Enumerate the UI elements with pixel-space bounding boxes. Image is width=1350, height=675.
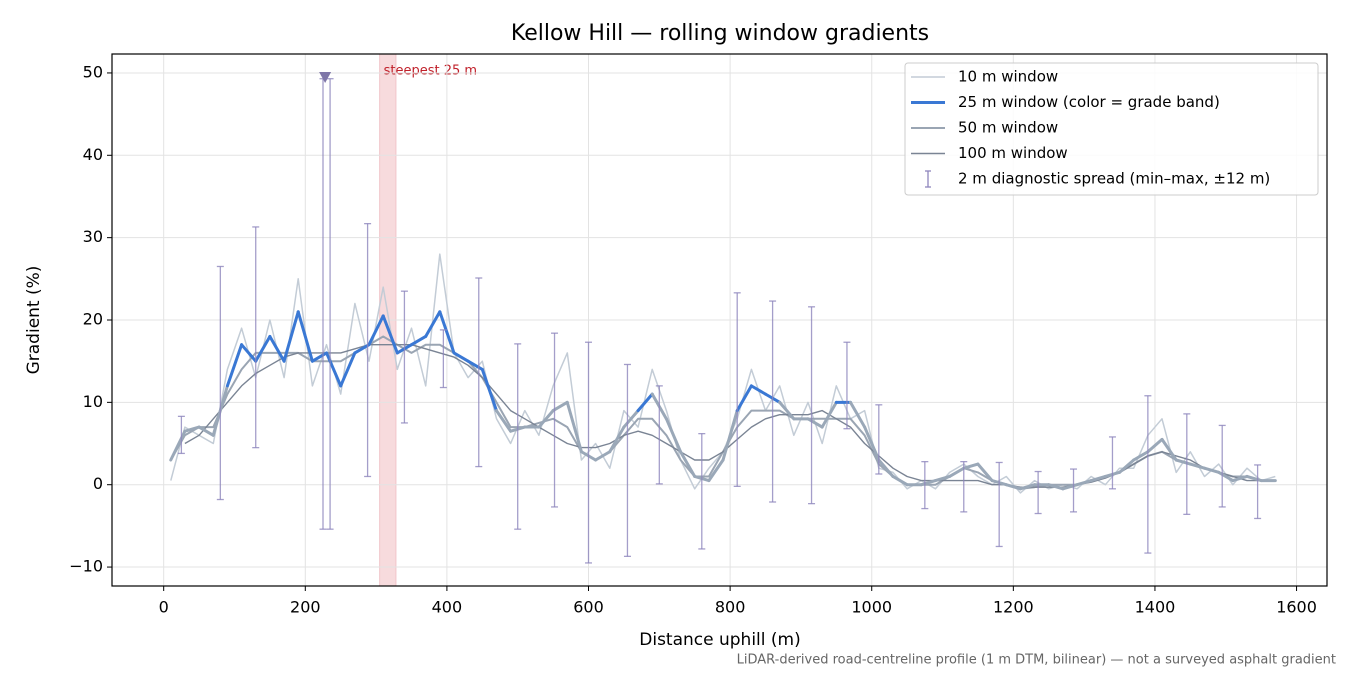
series-segment (381, 314, 399, 355)
series-segment (339, 351, 357, 388)
x-tick-label: 1400 (1135, 598, 1176, 617)
series-segment (664, 417, 683, 454)
series-segment (565, 400, 583, 454)
series-segment (1245, 474, 1263, 483)
footnote: LiDAR-derived road-centreline profile (1… (737, 653, 1336, 668)
series-segment (707, 458, 725, 483)
series-segment (721, 409, 739, 462)
x-axis-label: Distance uphill (m) (639, 630, 800, 650)
series-segment (806, 417, 824, 429)
series-segment (1061, 483, 1079, 491)
series-segment (877, 458, 895, 478)
series-segment (268, 334, 286, 363)
series-segment (240, 343, 258, 363)
series-segment (919, 479, 937, 487)
series-segment (1188, 462, 1207, 470)
series-segment (296, 310, 314, 363)
legend-label: 50 m window (958, 119, 1058, 137)
series-segment (622, 409, 640, 429)
series-segment (679, 450, 697, 478)
series-segment (749, 384, 768, 396)
series-segment (183, 425, 201, 433)
x-tick-label: 400 (432, 598, 463, 617)
series-segment (353, 343, 371, 355)
series-segment (1203, 466, 1221, 474)
y-tick-label: −10 (69, 557, 103, 576)
series-segment (1174, 458, 1192, 466)
legend-label: 25 m window (color = grade band) (958, 93, 1220, 111)
series-segment (735, 384, 753, 413)
x-tick-label: 800 (715, 598, 746, 617)
series-segment (225, 343, 244, 388)
series-segment (494, 409, 513, 433)
highlight-label: steepest 25 m (384, 64, 477, 79)
x-tick-label: 0 (159, 598, 169, 617)
series-segment (1146, 437, 1164, 454)
series-segment (169, 429, 187, 462)
series-segment (1047, 483, 1065, 491)
series-segment (863, 425, 881, 462)
series-segment (976, 462, 994, 483)
legend-label: 100 m window (958, 144, 1068, 162)
x-tick-label: 1000 (851, 598, 892, 617)
series-segment (891, 474, 909, 487)
series-segment (1132, 450, 1150, 462)
series-segment (282, 310, 300, 363)
series-segment (325, 351, 343, 388)
chart-title: Kellow Hill — rolling window gradients (511, 21, 929, 46)
series-segment (537, 409, 555, 429)
series-segment (848, 400, 867, 429)
series-segment (1217, 470, 1235, 483)
series-segment (466, 359, 484, 371)
x-tick-label: 1600 (1276, 598, 1317, 617)
series-segment (254, 334, 272, 363)
legend-label: 10 m window (958, 68, 1058, 86)
series-segment (410, 334, 428, 347)
y-tick-label: 20 (83, 310, 103, 329)
series-segment (480, 367, 498, 413)
series-segment (778, 400, 796, 421)
series-segment (1018, 483, 1037, 491)
plot-frame (111, 53, 1328, 587)
series-segment (438, 310, 456, 355)
legend-box (904, 62, 1319, 196)
series-segment (1004, 483, 1022, 491)
series-segment (367, 314, 385, 347)
y-tick-label: 10 (83, 392, 103, 411)
series-segment (594, 450, 612, 462)
x-tick-label: 1200 (993, 598, 1034, 617)
series-segment (1231, 474, 1249, 483)
series-segment (1160, 437, 1178, 462)
series-line (169, 335, 1276, 490)
series-segment (1089, 474, 1107, 483)
y-axis-label: Gradient (%) (24, 266, 44, 375)
series-segment (1118, 458, 1136, 474)
series-segment (820, 400, 838, 429)
series-segment (310, 351, 329, 363)
legend-label: 2 m diagnostic spread (min–max, ±12 m) (958, 170, 1270, 188)
series-segment (551, 400, 569, 413)
clip-marker (319, 72, 332, 84)
series-segment (608, 425, 626, 454)
x-tick-label: 600 (573, 598, 604, 617)
x-tick-label: 200 (290, 598, 321, 617)
series-segment (636, 392, 654, 413)
y-tick-label: 30 (83, 227, 103, 246)
series-segment (948, 466, 966, 478)
series-line (184, 344, 1262, 488)
series-segment (424, 310, 442, 338)
series-segment (197, 425, 215, 437)
series-segment (962, 462, 980, 470)
series-segment (452, 351, 470, 363)
series-segment (933, 474, 952, 483)
y-tick-label: 0 (93, 474, 103, 493)
y-tick-label: 40 (83, 145, 103, 164)
y-tick-label: 50 (83, 62, 103, 81)
series-segment (1075, 479, 1093, 487)
